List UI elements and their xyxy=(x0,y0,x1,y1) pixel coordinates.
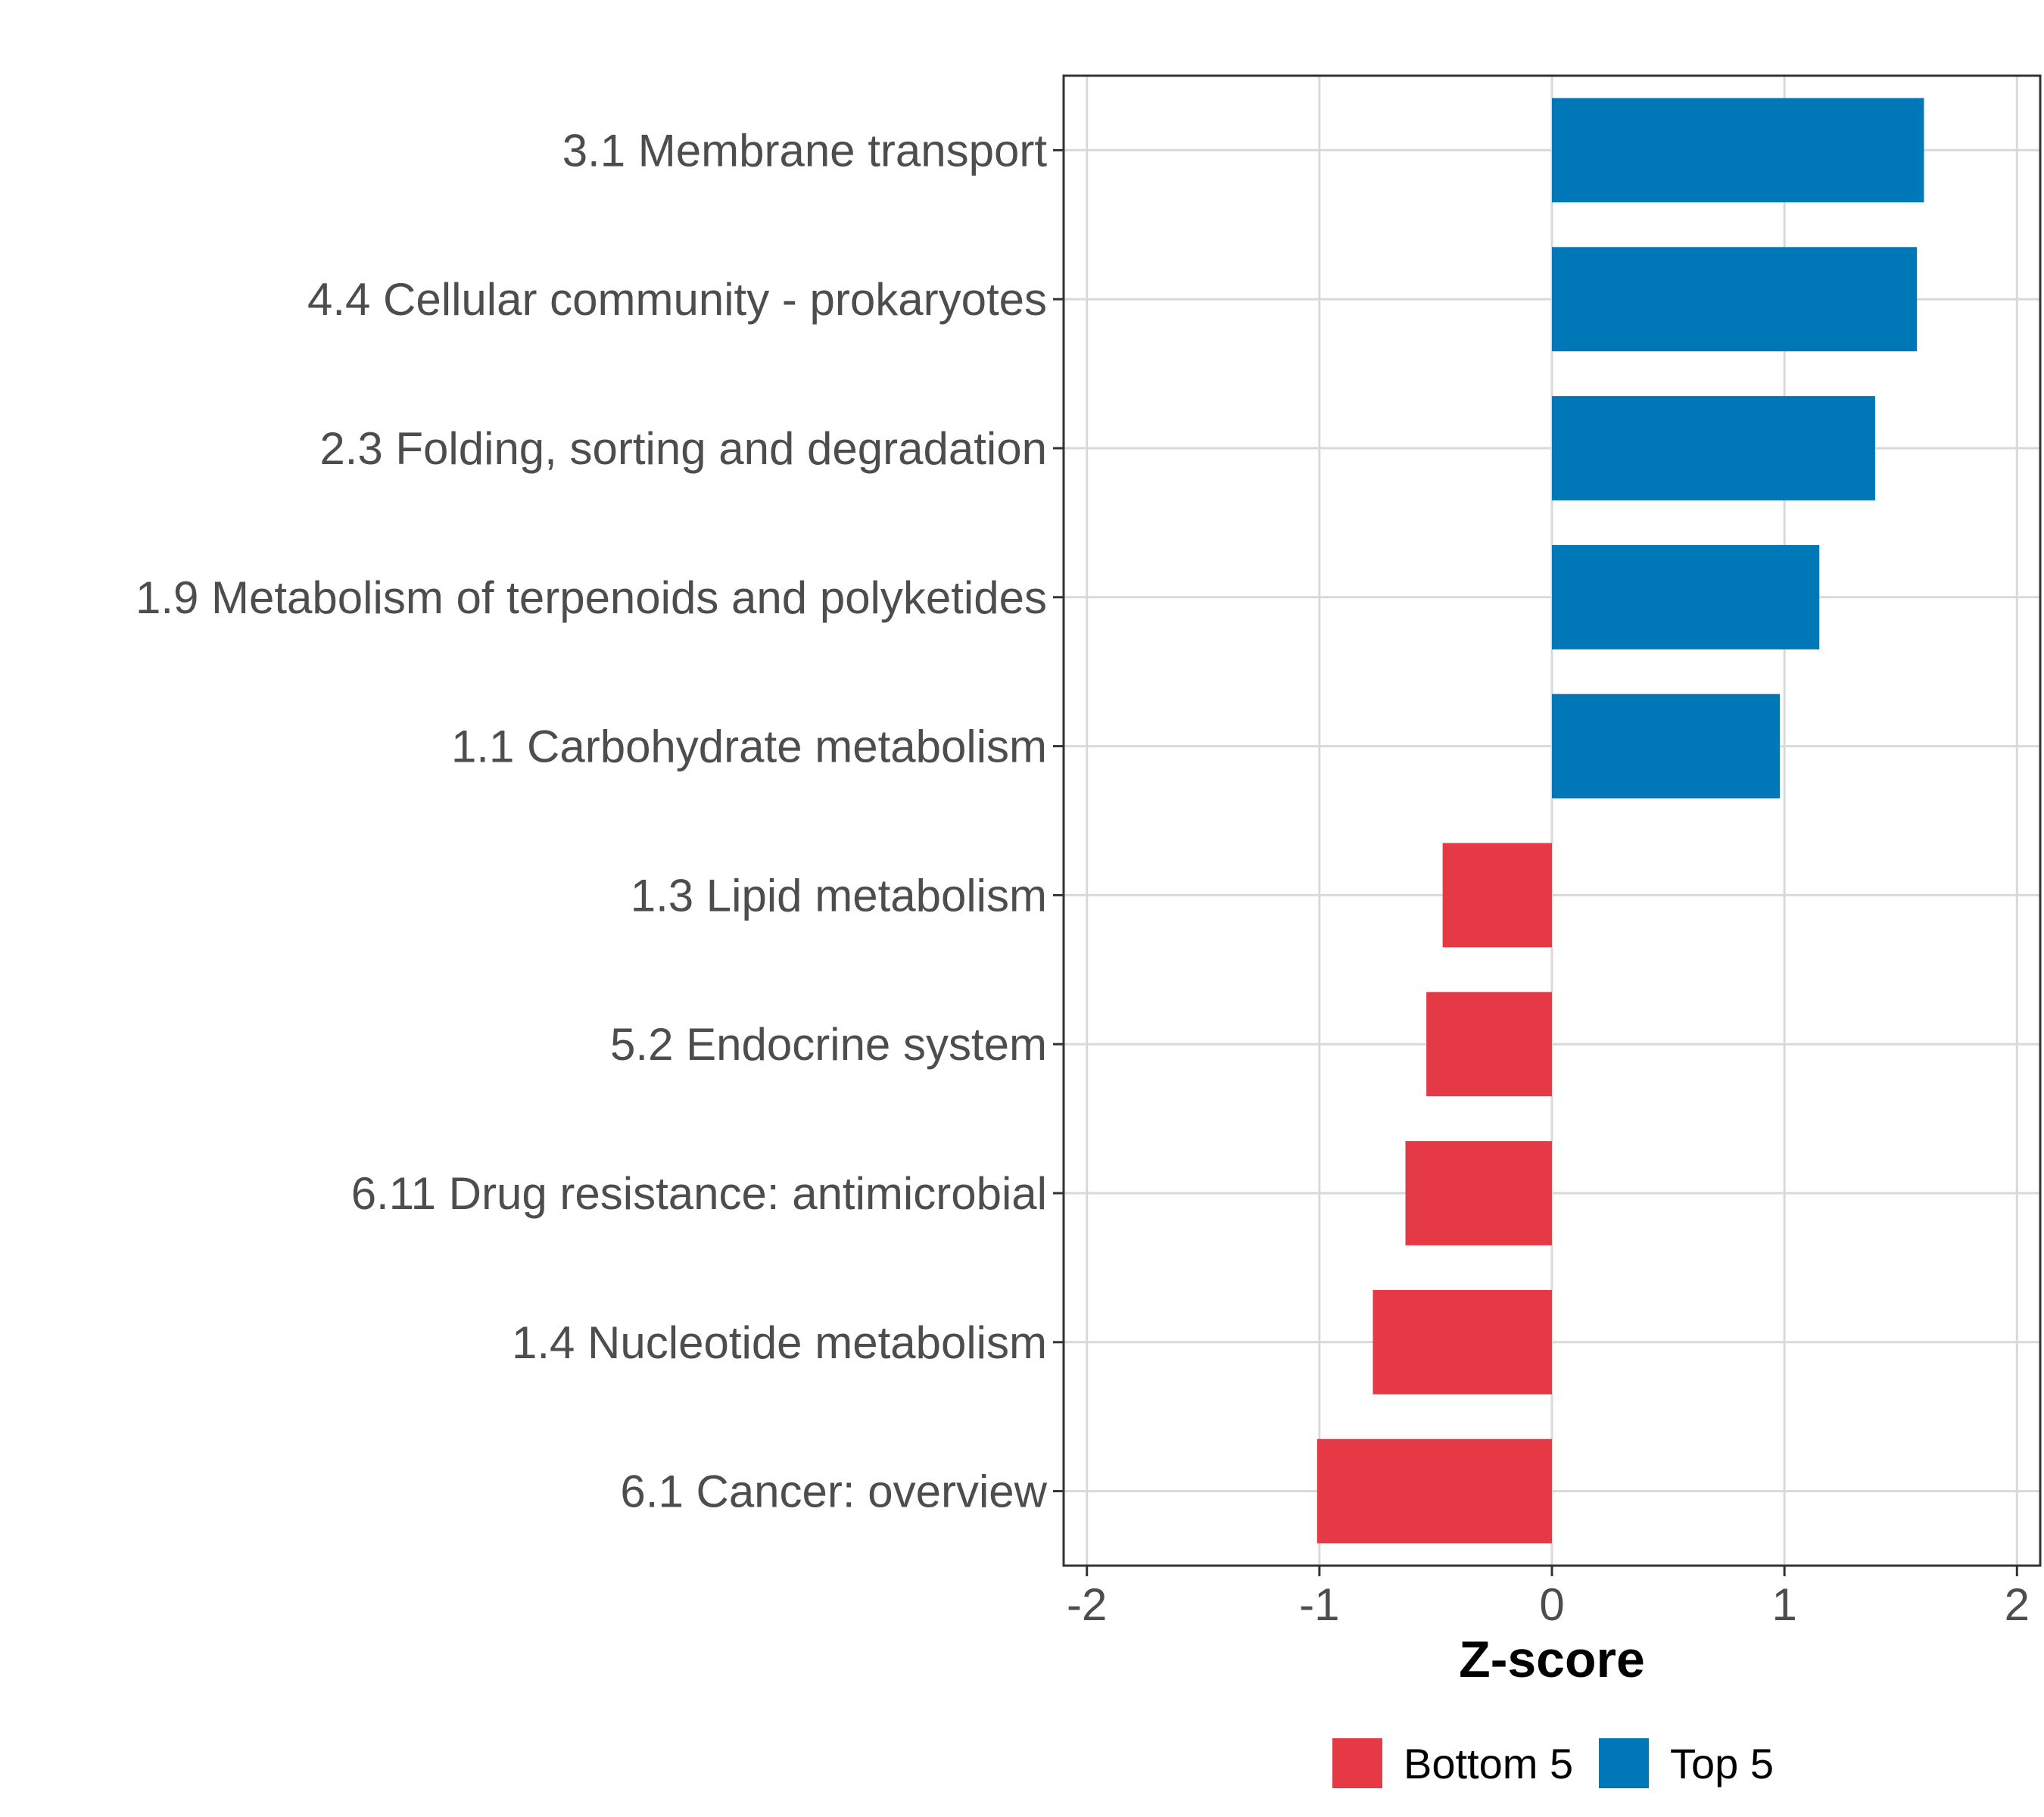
y-tick-label-7: 6.11 Drug resistance: antimicrobial xyxy=(351,1168,1047,1219)
bar-2 xyxy=(1552,396,1875,500)
bars xyxy=(1316,98,1924,1544)
y-tick-label-5: 1.3 Lipid metabolism xyxy=(631,870,1047,921)
x-axis: -2 -1 0 1 2 xyxy=(1067,1566,2030,1630)
y-tick-label-9: 6.1 Cancer: overview xyxy=(620,1466,1047,1517)
x-tick-label-2: 0 xyxy=(1539,1579,1564,1630)
x-tick-label-3: 1 xyxy=(1771,1579,1796,1630)
y-tick-label-1: 4.4 Cellular community - prokaryotes xyxy=(307,274,1047,325)
legend-swatch-1 xyxy=(1599,1738,1649,1788)
bar-0 xyxy=(1552,98,1924,203)
x-tick-label-1: -1 xyxy=(1299,1579,1339,1630)
bar-5 xyxy=(1442,843,1552,948)
x-tick-label-4: 2 xyxy=(2005,1579,2030,1630)
x-tick-label-0: -2 xyxy=(1067,1579,1107,1630)
legend-label-0: Bottom 5 xyxy=(1404,1740,1573,1787)
y-tick-label-0: 3.1 Membrane transport xyxy=(562,125,1048,176)
y-tick-label-2: 2.3 Folding, sorting and degradation xyxy=(319,423,1047,474)
bar-3 xyxy=(1552,544,1820,650)
y-tick-label-6: 5.2 Endocrine system xyxy=(610,1019,1047,1070)
x-axis-title: Z-score xyxy=(1459,1631,1645,1688)
y-axis: 3.1 Membrane transport 4.4 Cellular commu… xyxy=(136,125,1064,1517)
legend: Bottom 5 Top 5 xyxy=(1332,1738,1774,1788)
legend-label-1: Top 5 xyxy=(1670,1740,1774,1787)
y-tick-label-4: 1.1 Carbohydrate metabolism xyxy=(451,722,1047,772)
bar-4 xyxy=(1552,693,1780,799)
legend-swatch-0 xyxy=(1332,1738,1382,1788)
bar-6 xyxy=(1426,992,1552,1097)
bar-7 xyxy=(1405,1141,1552,1245)
y-tick-label-8: 1.4 Nucleotide metabolism xyxy=(512,1317,1047,1368)
bar-9 xyxy=(1316,1438,1552,1544)
y-tick-label-3: 1.9 Metabolism of terpenoids and polyket… xyxy=(136,572,1047,623)
bar-1 xyxy=(1552,247,1918,352)
bar-8 xyxy=(1373,1289,1552,1395)
